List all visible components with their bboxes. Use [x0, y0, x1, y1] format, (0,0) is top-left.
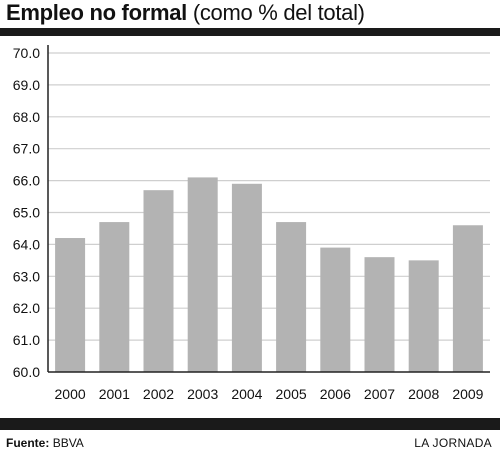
source-value: BBVA: [52, 436, 84, 450]
y-tick-label: 64.0: [13, 236, 40, 252]
x-tick-label: 2007: [364, 386, 395, 402]
top-rule: [0, 28, 500, 36]
bar-2001: [99, 222, 130, 372]
x-tick-label: 2002: [143, 386, 174, 402]
bar-chart: 60.0 61.0 62.0 63.0 64.0 65.0 66.0 67.0 68.0 69.0…: [13, 45, 490, 402]
y-tick-label: 61.0: [13, 332, 40, 348]
bar-2002: [143, 190, 174, 372]
source-label: Fuente:: [6, 436, 50, 450]
bar-2004: [231, 183, 262, 372]
y-tick-label: 65.0: [13, 205, 40, 221]
y-tick-label: 63.0: [13, 268, 40, 284]
x-tick-label: 2000: [55, 386, 86, 402]
y-tick-label: 70.0: [13, 45, 40, 61]
x-tick-label: 2001: [99, 386, 130, 402]
bar-2007: [364, 257, 395, 372]
bar-2006: [320, 247, 351, 372]
y-tick-labels: 60.0 61.0 62.0 63.0 64.0 65.0 66.0 67.0 68.0 69.0…: [13, 45, 40, 380]
bar-2008: [408, 260, 439, 372]
bar-2009: [452, 225, 483, 372]
x-tick-label: 2005: [276, 386, 307, 402]
y-tick-label: 68.0: [13, 109, 40, 125]
y-tick-label: 62.0: [13, 300, 40, 316]
bar-2003: [187, 177, 218, 372]
bar-2005: [276, 222, 307, 372]
y-tick-label: 69.0: [13, 77, 40, 93]
x-tick-label: 2003: [187, 386, 218, 402]
credit-text: LA JORNADA: [414, 436, 492, 450]
chart-title-main: Empleo no formal: [6, 0, 187, 25]
y-tick-label: 60.0: [13, 364, 40, 380]
x-tick-label: 2008: [408, 386, 439, 402]
x-tick-label: 2006: [320, 386, 351, 402]
x-tick-label: 2009: [452, 386, 483, 402]
bar-2000: [55, 238, 86, 372]
bottom-rule: [0, 418, 500, 430]
chart-title: Empleo no formal (como % del total): [6, 0, 365, 26]
y-tick-label: 66.0: [13, 173, 40, 189]
axes: [47, 45, 490, 373]
chart-title-subtitle: (como % del total): [192, 0, 365, 25]
x-tick-label: 2004: [231, 386, 262, 402]
x-tick-labels: 2000 2001 2002 2003 2004 2005 2006 2007 2008 2009: [55, 386, 484, 402]
bars: [55, 177, 483, 372]
y-tick-label: 67.0: [13, 141, 40, 157]
source-note: Fuente: BBVA: [6, 436, 84, 450]
